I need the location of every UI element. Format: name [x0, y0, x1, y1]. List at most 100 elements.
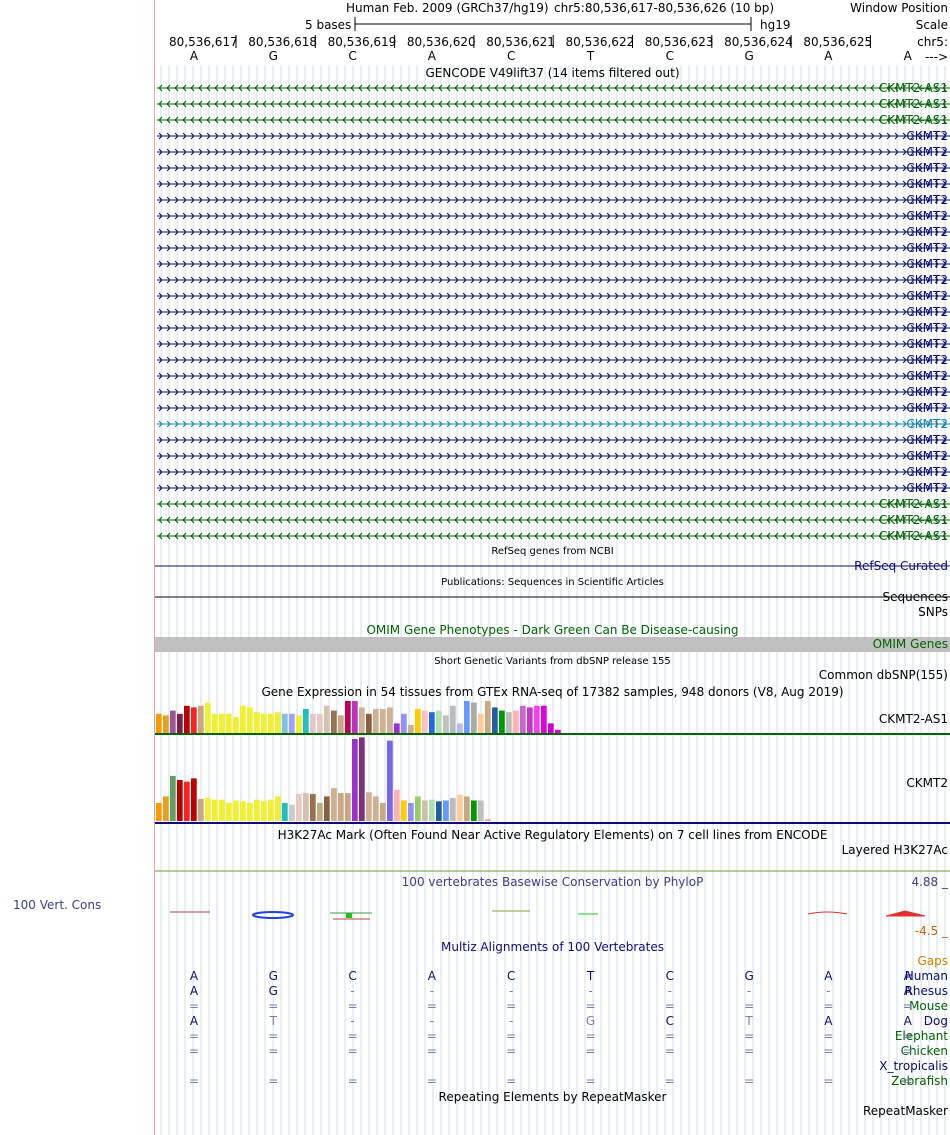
gtex-tissue-bar[interactable]: [219, 799, 225, 821]
gtex-tissue-bar[interactable]: [198, 798, 204, 821]
gtex-tissue-bar[interactable]: [310, 793, 316, 821]
gtex-tissue-bar[interactable]: [443, 715, 449, 733]
gtex-tissue-bar[interactable]: [345, 701, 351, 733]
gtex-label-ckmt2-as1[interactable]: CKMT2-AS1: [878, 712, 948, 726]
multiz-species-label[interactable]: X_tropicalis: [879, 1059, 948, 1073]
gene-feature-line[interactable]: [157, 500, 950, 508]
gencode-track-label[interactable]: CKMT2: [906, 241, 948, 255]
gtex-tissue-bar[interactable]: [205, 702, 211, 733]
gene-feature-line[interactable]: [157, 468, 950, 476]
gtex-tissue-bar[interactable]: [331, 710, 337, 733]
gtex-tissue-bar[interactable]: [205, 798, 211, 821]
gencode-track-label[interactable]: CKMT2: [906, 177, 948, 191]
gencode-track-label[interactable]: CKMT2-AS1: [878, 97, 948, 111]
gencode-track-label[interactable]: CKMT2: [906, 305, 948, 319]
multiz-species-label[interactable]: Rhesus: [904, 984, 948, 998]
gtex-tissue-bar[interactable]: [464, 796, 470, 821]
gtex-tissue-bar[interactable]: [366, 713, 372, 733]
gtex-tissue-bar[interactable]: [408, 725, 414, 733]
gtex-tissue-bar[interactable]: [317, 713, 323, 733]
gtex-tissue-bar[interactable]: [359, 737, 365, 821]
gene-feature-line[interactable]: [157, 196, 950, 204]
gene-feature-line[interactable]: [157, 148, 950, 156]
gencode-track-label[interactable]: CKMT2: [906, 257, 948, 271]
gtex-tissue-bar[interactable]: [478, 800, 484, 822]
gencode-track-label[interactable]: CKMT2-AS1: [878, 529, 948, 543]
omim-track-label[interactable]: OMIM Genes: [872, 637, 948, 651]
gtex-tissue-bar[interactable]: [338, 715, 344, 733]
multiz-species-label[interactable]: Dog: [923, 1014, 948, 1028]
gtex-tissue-bar[interactable]: [240, 705, 246, 733]
multiz-species-label[interactable]: Human: [904, 969, 948, 983]
gencode-track-label[interactable]: CKMT2: [906, 337, 948, 351]
gencode-track-label[interactable]: CKMT2: [906, 225, 948, 239]
gtex-tissue-bar[interactable]: [324, 705, 330, 733]
gtex-tissue-bar[interactable]: [534, 705, 540, 733]
gtex-chart-ckmt2-as1[interactable]: [156, 701, 561, 733]
gtex-tissue-bar[interactable]: [282, 802, 288, 821]
gtex-tissue-bar[interactable]: [436, 801, 442, 821]
gtex-tissue-bar[interactable]: [527, 707, 533, 733]
gencode-track-label[interactable]: CKMT2: [906, 401, 948, 415]
gtex-tissue-bar[interactable]: [254, 712, 260, 733]
gtex-tissue-bar[interactable]: [471, 702, 477, 733]
gtex-tissue-bar[interactable]: [163, 796, 169, 821]
gencode-track-label[interactable]: CKMT2: [906, 321, 948, 335]
gtex-tissue-bar[interactable]: [261, 801, 267, 821]
gtex-tissue-bar[interactable]: [296, 715, 302, 733]
snps-track-label[interactable]: SNPs: [918, 605, 948, 619]
gene-feature-line[interactable]: [157, 356, 950, 364]
gtex-tissue-bar[interactable]: [485, 701, 491, 733]
gtex-tissue-bar[interactable]: [289, 713, 295, 733]
gtex-tissue-bar[interactable]: [156, 802, 162, 821]
gtex-tissue-bar[interactable]: [373, 796, 379, 821]
gencode-track-label[interactable]: CKMT2: [906, 193, 948, 207]
gene-feature-line[interactable]: [157, 212, 950, 220]
gtex-tissue-bar[interactable]: [303, 709, 309, 733]
gencode-track-label[interactable]: CKMT2: [906, 209, 948, 223]
gtex-tissue-bar[interactable]: [163, 715, 169, 733]
gencode-track-label[interactable]: CKMT2-AS1: [878, 513, 948, 527]
h3k27ac-track-label[interactable]: Layered H3K27Ac: [841, 843, 948, 857]
gtex-tissue-bar[interactable]: [177, 780, 183, 821]
gtex-tissue-bar[interactable]: [303, 793, 309, 821]
gtex-tissue-bar[interactable]: [352, 739, 358, 821]
gtex-tissue-bar[interactable]: [513, 710, 519, 733]
gtex-tissue-bar[interactable]: [156, 713, 162, 733]
gencode-track-label[interactable]: CKMT2: [906, 161, 948, 175]
multiz-species-label[interactable]: Zebrafish: [891, 1074, 948, 1088]
gtex-tissue-bar[interactable]: [429, 712, 435, 733]
gtex-tissue-bar[interactable]: [429, 799, 435, 821]
gtex-tissue-bar[interactable]: [555, 729, 561, 733]
gene-feature-line[interactable]: [157, 132, 950, 140]
gencode-track-label[interactable]: CKMT2: [906, 481, 948, 495]
gtex-tissue-bar[interactable]: [478, 713, 484, 733]
gtex-tissue-bar[interactable]: [226, 802, 232, 821]
gtex-tissue-bar[interactable]: [219, 713, 225, 733]
gene-feature-line[interactable]: [157, 164, 950, 172]
gtex-tissue-bar[interactable]: [408, 802, 414, 821]
gtex-tissue-bar[interactable]: [275, 712, 281, 733]
gtex-tissue-bar[interactable]: [485, 819, 491, 821]
gencode-track-label[interactable]: CKMT2: [906, 417, 948, 431]
gtex-tissue-bar[interactable]: [268, 713, 274, 733]
gencode-track-label[interactable]: CKMT2-AS1: [878, 81, 948, 95]
gene-feature-line[interactable]: [157, 388, 950, 396]
gtex-tissue-bar[interactable]: [184, 705, 190, 733]
gencode-track-label[interactable]: CKMT2: [906, 273, 948, 287]
gtex-tissue-bar[interactable]: [282, 713, 288, 733]
gene-feature-line[interactable]: [157, 84, 950, 92]
gtex-tissue-bar[interactable]: [324, 796, 330, 821]
gene-feature-line[interactable]: [157, 260, 950, 268]
gtex-tissue-bar[interactable]: [422, 800, 428, 822]
gtex-tissue-bar[interactable]: [450, 798, 456, 821]
gtex-tissue-bar[interactable]: [373, 709, 379, 733]
gtex-tissue-bar[interactable]: [359, 707, 365, 733]
dbsnp-track-label[interactable]: Common dbSNP(155): [818, 668, 948, 682]
gtex-tissue-bar[interactable]: [443, 800, 449, 822]
omim-feature-bar[interactable]: [155, 637, 950, 652]
refseq-track-label[interactable]: RefSeq Curated: [854, 559, 948, 573]
gtex-tissue-bar[interactable]: [366, 792, 372, 821]
gtex-tissue-bar[interactable]: [254, 799, 260, 821]
